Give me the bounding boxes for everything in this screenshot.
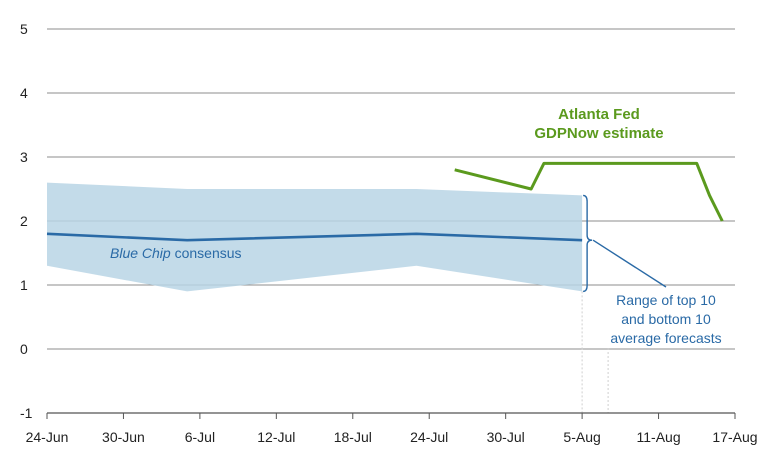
x-tick-labels: 24-Jun 30-Jun 6-Jul 12-Jul 18-Jul 24-Jul 30-Ju… bbox=[26, 413, 758, 445]
x-tick-label: 6-Jul bbox=[185, 429, 215, 445]
y-tick-label: 5 bbox=[20, 21, 28, 37]
consensus-label: Blue Chip consensus bbox=[110, 245, 242, 261]
y-tick-labels: 5 4 3 2 1 0 -1 bbox=[20, 21, 33, 421]
gdpnow-label-line1: Atlanta Fed bbox=[558, 106, 640, 123]
gdpnow-label-line2: GDPNow estimate bbox=[534, 125, 663, 142]
y-tick-label: 3 bbox=[20, 149, 28, 165]
y-tick-label: 0 bbox=[20, 341, 28, 357]
bracket-leader-line bbox=[592, 239, 667, 288]
y-tick-label: 2 bbox=[20, 213, 28, 229]
range-bracket bbox=[583, 194, 667, 293]
x-tick-label: 24-Jun bbox=[26, 429, 69, 445]
y-tick-label: 4 bbox=[20, 85, 28, 101]
gdpnow-estimate-line bbox=[454, 161, 724, 222]
x-tick-label: 24-Jul bbox=[410, 429, 448, 445]
blue-chip-consensus-line bbox=[46, 232, 583, 242]
vertical-guides bbox=[581, 291, 609, 413]
x-tick-label: 18-Jul bbox=[334, 429, 372, 445]
range-label-line2: and bottom 10 bbox=[621, 311, 711, 327]
x-tick-label: 5-Aug bbox=[563, 429, 600, 445]
range-label-line3: average forecasts bbox=[610, 330, 721, 346]
x-tick-label: 11-Aug bbox=[637, 429, 681, 445]
y-tick-label: 1 bbox=[20, 277, 28, 293]
x-tick-label: 30-Jul bbox=[487, 429, 525, 445]
consensus-label-italic: Blue Chip bbox=[110, 245, 171, 261]
bracket-shape bbox=[583, 194, 593, 293]
x-tick-label: 17-Aug bbox=[712, 429, 757, 445]
y-tick-label: -1 bbox=[20, 405, 33, 421]
range-label-line1: Range of top 10 bbox=[616, 292, 716, 308]
consensus-label-rest: consensus bbox=[171, 245, 242, 261]
x-tick-label: 12-Jul bbox=[257, 429, 295, 445]
x-tick-label: 30-Jun bbox=[102, 429, 145, 445]
